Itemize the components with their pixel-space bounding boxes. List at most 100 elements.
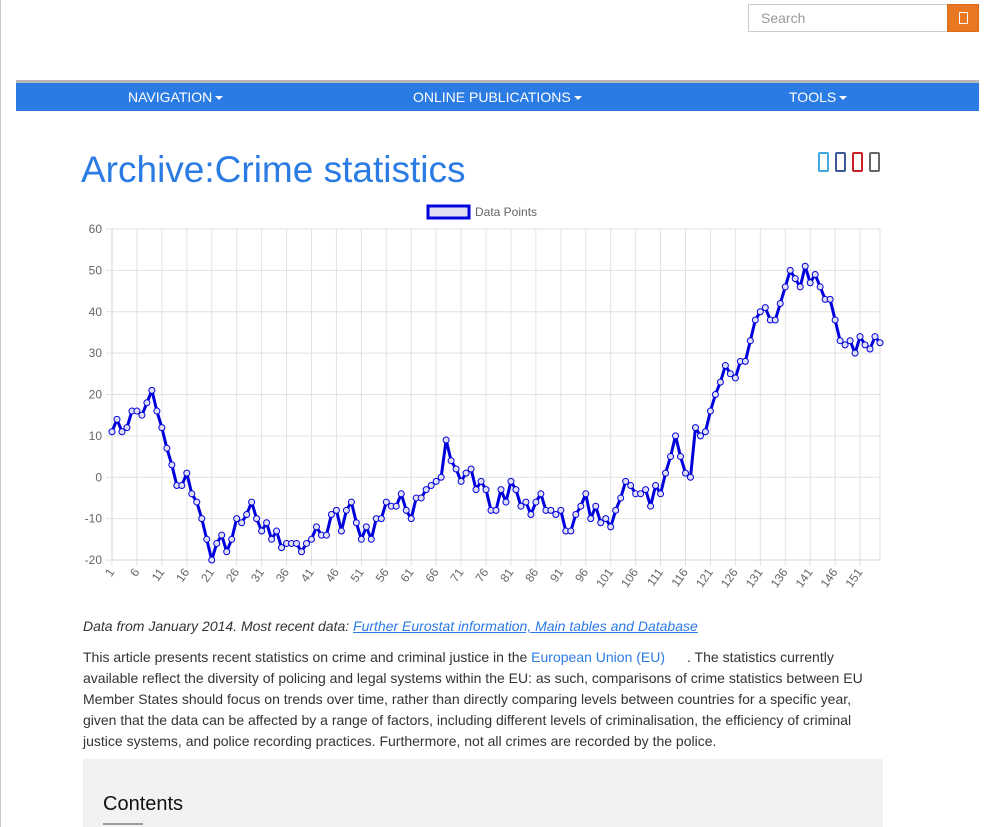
- page-title: Archive:Crime statistics: [81, 149, 466, 190]
- chart-caption: Data from January 2014. Most recent data…: [83, 618, 698, 634]
- nav-navigation-menu[interactable]: NAVIGATION: [128, 83, 224, 111]
- nav-online-publications-menu[interactable]: ONLINE PUBLICATIONS: [413, 83, 582, 111]
- contents-title: Contents: [103, 793, 184, 815]
- x-tick-label: 11: [149, 565, 168, 584]
- data-point: [612, 506, 620, 514]
- data-point: [148, 386, 156, 394]
- data-point: [791, 275, 799, 283]
- x-tick-label: 136: [768, 565, 791, 590]
- data-point: [741, 357, 749, 365]
- x-tick-label: 116: [669, 565, 692, 589]
- data-point: [507, 477, 515, 485]
- data-point: [627, 482, 635, 490]
- x-tick-label: 146: [818, 565, 841, 590]
- search-button[interactable]: [947, 4, 979, 32]
- data-point: [796, 283, 804, 291]
- y-tick-label: 50: [89, 263, 103, 277]
- data-point: [158, 424, 166, 432]
- data-point: [831, 316, 839, 324]
- data-point: [482, 486, 490, 494]
- legend-swatch: [426, 204, 471, 220]
- data-point: [577, 502, 585, 510]
- data-point: [233, 515, 241, 523]
- pinterest-icon[interactable]: [852, 152, 863, 172]
- data-point: [268, 535, 276, 543]
- page-edge-rule: [0, 0, 1, 827]
- x-tick-label: 86: [522, 565, 541, 584]
- data-point: [432, 477, 440, 485]
- y-tick-label: 0: [95, 470, 102, 484]
- data-point: [293, 539, 301, 547]
- data-point: [188, 490, 196, 498]
- search-input[interactable]: [748, 4, 947, 32]
- data-point: [856, 333, 864, 341]
- caption-link[interactable]: Further Eurostat information, Main table…: [353, 618, 698, 634]
- data-point: [392, 502, 400, 510]
- data-point: [841, 341, 849, 349]
- nav-tools-menu[interactable]: TOOLS: [789, 83, 848, 111]
- x-tick-label: 81: [497, 565, 516, 584]
- x-tick-label: 41: [298, 565, 317, 584]
- data-point: [851, 349, 859, 357]
- data-point: [716, 378, 724, 386]
- y-tick-label: 30: [89, 346, 103, 360]
- data-point: [437, 473, 445, 481]
- x-tick-label: 6: [127, 565, 142, 579]
- x-tick-label: 126: [718, 565, 741, 590]
- y-tick-label: -20: [85, 553, 103, 567]
- x-tick-label: 101: [593, 565, 616, 590]
- data-point: [447, 457, 455, 465]
- data-point: [452, 465, 460, 473]
- data-point: [557, 506, 565, 514]
- x-tick-label: 1: [102, 565, 117, 579]
- data-point: [587, 515, 595, 523]
- data-point: [113, 415, 121, 423]
- data-point: [781, 283, 789, 291]
- facebook-icon[interactable]: [835, 152, 846, 172]
- data-point: [397, 490, 405, 498]
- twitter-icon[interactable]: [818, 152, 829, 172]
- x-tick-label: 71: [447, 565, 466, 584]
- data-point: [327, 510, 335, 518]
- data-point: [342, 506, 350, 514]
- x-tick-label: 36: [273, 565, 292, 584]
- data-point: [407, 515, 415, 523]
- data-point: [108, 428, 116, 436]
- share-icon[interactable]: [869, 152, 880, 172]
- data-point: [472, 486, 480, 494]
- y-tick-label: 20: [89, 388, 103, 402]
- data-point: [417, 494, 425, 502]
- data-point: [597, 519, 605, 527]
- data-point: [652, 482, 660, 490]
- data-point: [746, 337, 754, 345]
- data-point: [701, 428, 709, 436]
- search-bar: [748, 4, 979, 32]
- main-navbar: NAVIGATION ONLINE PUBLICATIONS TOOLS: [16, 80, 979, 111]
- data-point: [572, 510, 580, 518]
- x-tick-label: 76: [472, 565, 491, 584]
- contents-toggle[interactable]: [103, 823, 143, 827]
- data-point: [691, 424, 699, 432]
- share-icons: [818, 152, 880, 172]
- data-point: [228, 535, 236, 543]
- caret-down-icon: [839, 96, 848, 101]
- intro-text-start: This article presents recent statistics …: [83, 649, 532, 665]
- data-point: [876, 339, 884, 347]
- x-tick-label: 131: [743, 565, 766, 590]
- data-point: [322, 531, 330, 539]
- data-point: [402, 506, 410, 514]
- x-tick-label: 121: [693, 565, 716, 590]
- search-icon: [958, 12, 968, 24]
- legend-label: Data Points: [475, 205, 537, 219]
- data-point: [263, 519, 271, 527]
- data-point: [153, 407, 161, 415]
- data-point: [133, 407, 141, 415]
- data-point: [711, 391, 719, 398]
- eu-link[interactable]: European Union (EU): [531, 649, 666, 665]
- data-point: [512, 486, 520, 494]
- caret-down-icon: [215, 96, 224, 101]
- data-point: [302, 539, 310, 547]
- data-point: [846, 337, 854, 345]
- data-point: [198, 515, 206, 523]
